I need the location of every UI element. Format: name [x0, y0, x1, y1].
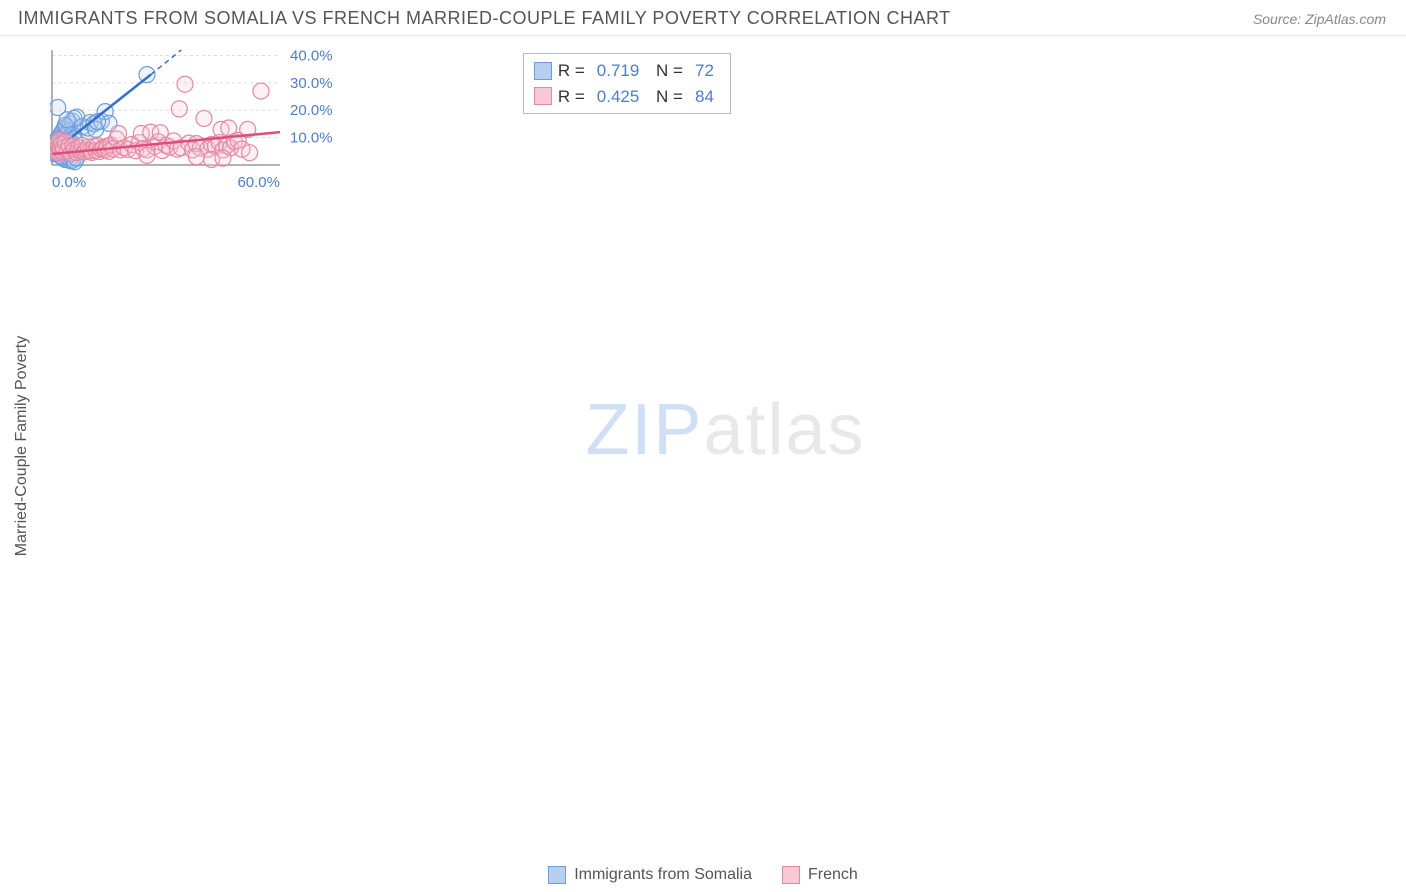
- n-value-french: 84: [695, 84, 714, 110]
- swatch-icon: [782, 866, 800, 884]
- svg-text:0.0%: 0.0%: [52, 174, 86, 191]
- r-value-somalia: 0.719: [597, 58, 640, 84]
- legend-row-french: R = 0.425 N = 84: [534, 84, 720, 110]
- r-value-french: 0.425: [597, 84, 640, 110]
- legend-item-french: French: [782, 866, 858, 884]
- chart-title: IMMIGRANTS FROM SOMALIA VS FRENCH MARRIE…: [18, 8, 951, 29]
- svg-text:30.0%: 30.0%: [290, 75, 333, 92]
- swatch-icon: [534, 87, 552, 105]
- correlation-legend: R = 0.719 N = 72 R = 0.425 N = 84: [523, 53, 731, 114]
- legend-row-somalia: R = 0.719 N = 72: [534, 58, 720, 84]
- svg-text:40.0%: 40.0%: [290, 47, 333, 64]
- swatch-icon: [548, 866, 566, 884]
- legend-item-somalia: Immigrants from Somalia: [548, 866, 752, 884]
- n-value-somalia: 72: [695, 58, 714, 84]
- chart-area: Married-Couple Family Poverty 10.0%20.0%…: [50, 45, 1401, 847]
- y-axis-label: Married-Couple Family Poverty: [13, 336, 31, 557]
- svg-text:60.0%: 60.0%: [237, 174, 280, 191]
- watermark: ZIPatlas: [585, 389, 865, 471]
- svg-text:10.0%: 10.0%: [290, 130, 333, 147]
- svg-text:20.0%: 20.0%: [290, 102, 333, 119]
- swatch-icon: [534, 62, 552, 80]
- scatter-plot: 10.0% 20.0% 30.0% 40.0% 0.0% 60.0%: [50, 45, 350, 195]
- footer-legend: Immigrants from Somalia French: [0, 866, 1406, 884]
- source-attribution: Source: ZipAtlas.com: [1253, 11, 1386, 27]
- header: IMMIGRANTS FROM SOMALIA VS FRENCH MARRIE…: [0, 0, 1406, 36]
